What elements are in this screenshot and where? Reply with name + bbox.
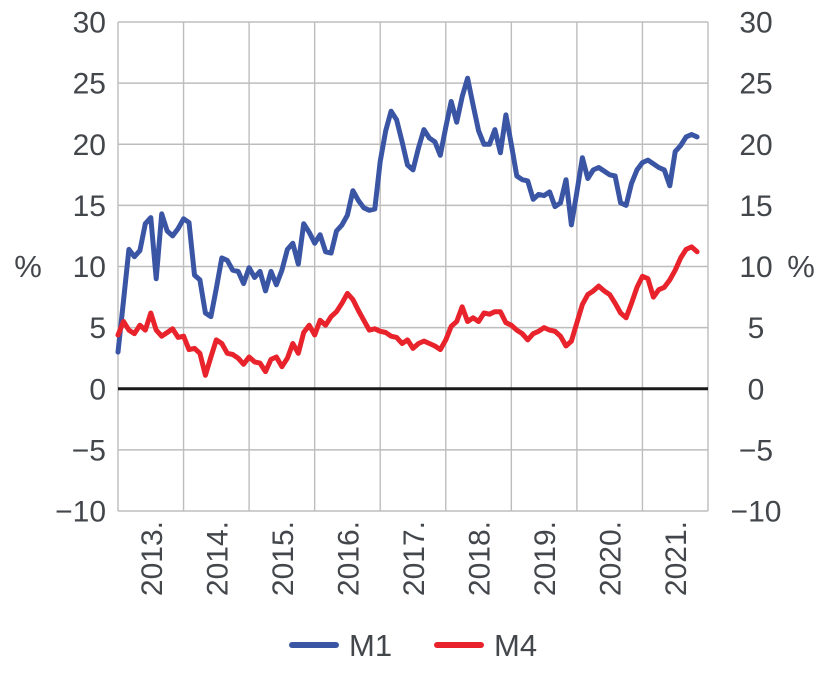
y-tick-label-right: 5 <box>748 312 765 345</box>
axis-labels-layer: 30 30 25 25 20 20 15 15 10 10 5 5 0 0 −5 −5 −10 −10 2013. 2… <box>55 7 781 597</box>
y-tick-label-left: 5 <box>89 312 106 345</box>
y-tick-label-right: 0 <box>748 373 765 406</box>
x-tick-label: 2016. <box>332 521 365 596</box>
x-tick-label: 2020. <box>595 521 628 596</box>
legend-label-m4: M4 <box>494 628 537 663</box>
x-tick-label: 2013. <box>136 521 169 596</box>
y-tick-label-left: 25 <box>73 68 106 101</box>
y-tick-label-left: −10 <box>55 496 106 529</box>
x-tick-label: 2018. <box>464 521 497 596</box>
x-tick-label: 2015. <box>267 521 300 596</box>
x-tick-label: 2021. <box>660 521 693 596</box>
m4-line <box>115 244 700 378</box>
y-tick-label-right: 10 <box>739 251 772 284</box>
grid-layer <box>117 21 709 512</box>
y-tick-label-left: 0 <box>89 373 106 406</box>
y-tick-label-right: 20 <box>739 129 772 162</box>
y-tick-label-left: 10 <box>73 251 106 284</box>
x-tick-label: 2019. <box>529 521 562 596</box>
y-axis-unit-right: % <box>787 249 815 284</box>
y-axis-unit-left: % <box>14 249 42 284</box>
m1-line <box>115 75 700 355</box>
y-tick-label-right: 15 <box>739 190 772 223</box>
legend-layer: M1 M4 <box>289 628 537 663</box>
y-tick-label-right: −10 <box>731 496 782 529</box>
y-tick-label-left: 15 <box>73 190 106 223</box>
x-tick-label: 2014. <box>201 521 234 596</box>
y-tick-label-left: 30 <box>73 7 106 40</box>
y-tick-label-left: 20 <box>73 129 106 162</box>
x-tick-label: 2017. <box>398 521 431 596</box>
series-layer <box>115 75 700 378</box>
y-tick-label-right: 25 <box>739 68 772 101</box>
y-tick-label-left: −5 <box>72 434 106 467</box>
y-tick-label-right: −5 <box>739 434 773 467</box>
y-tick-label-right: 30 <box>739 7 772 40</box>
legend-label-m1: M1 <box>349 628 392 663</box>
